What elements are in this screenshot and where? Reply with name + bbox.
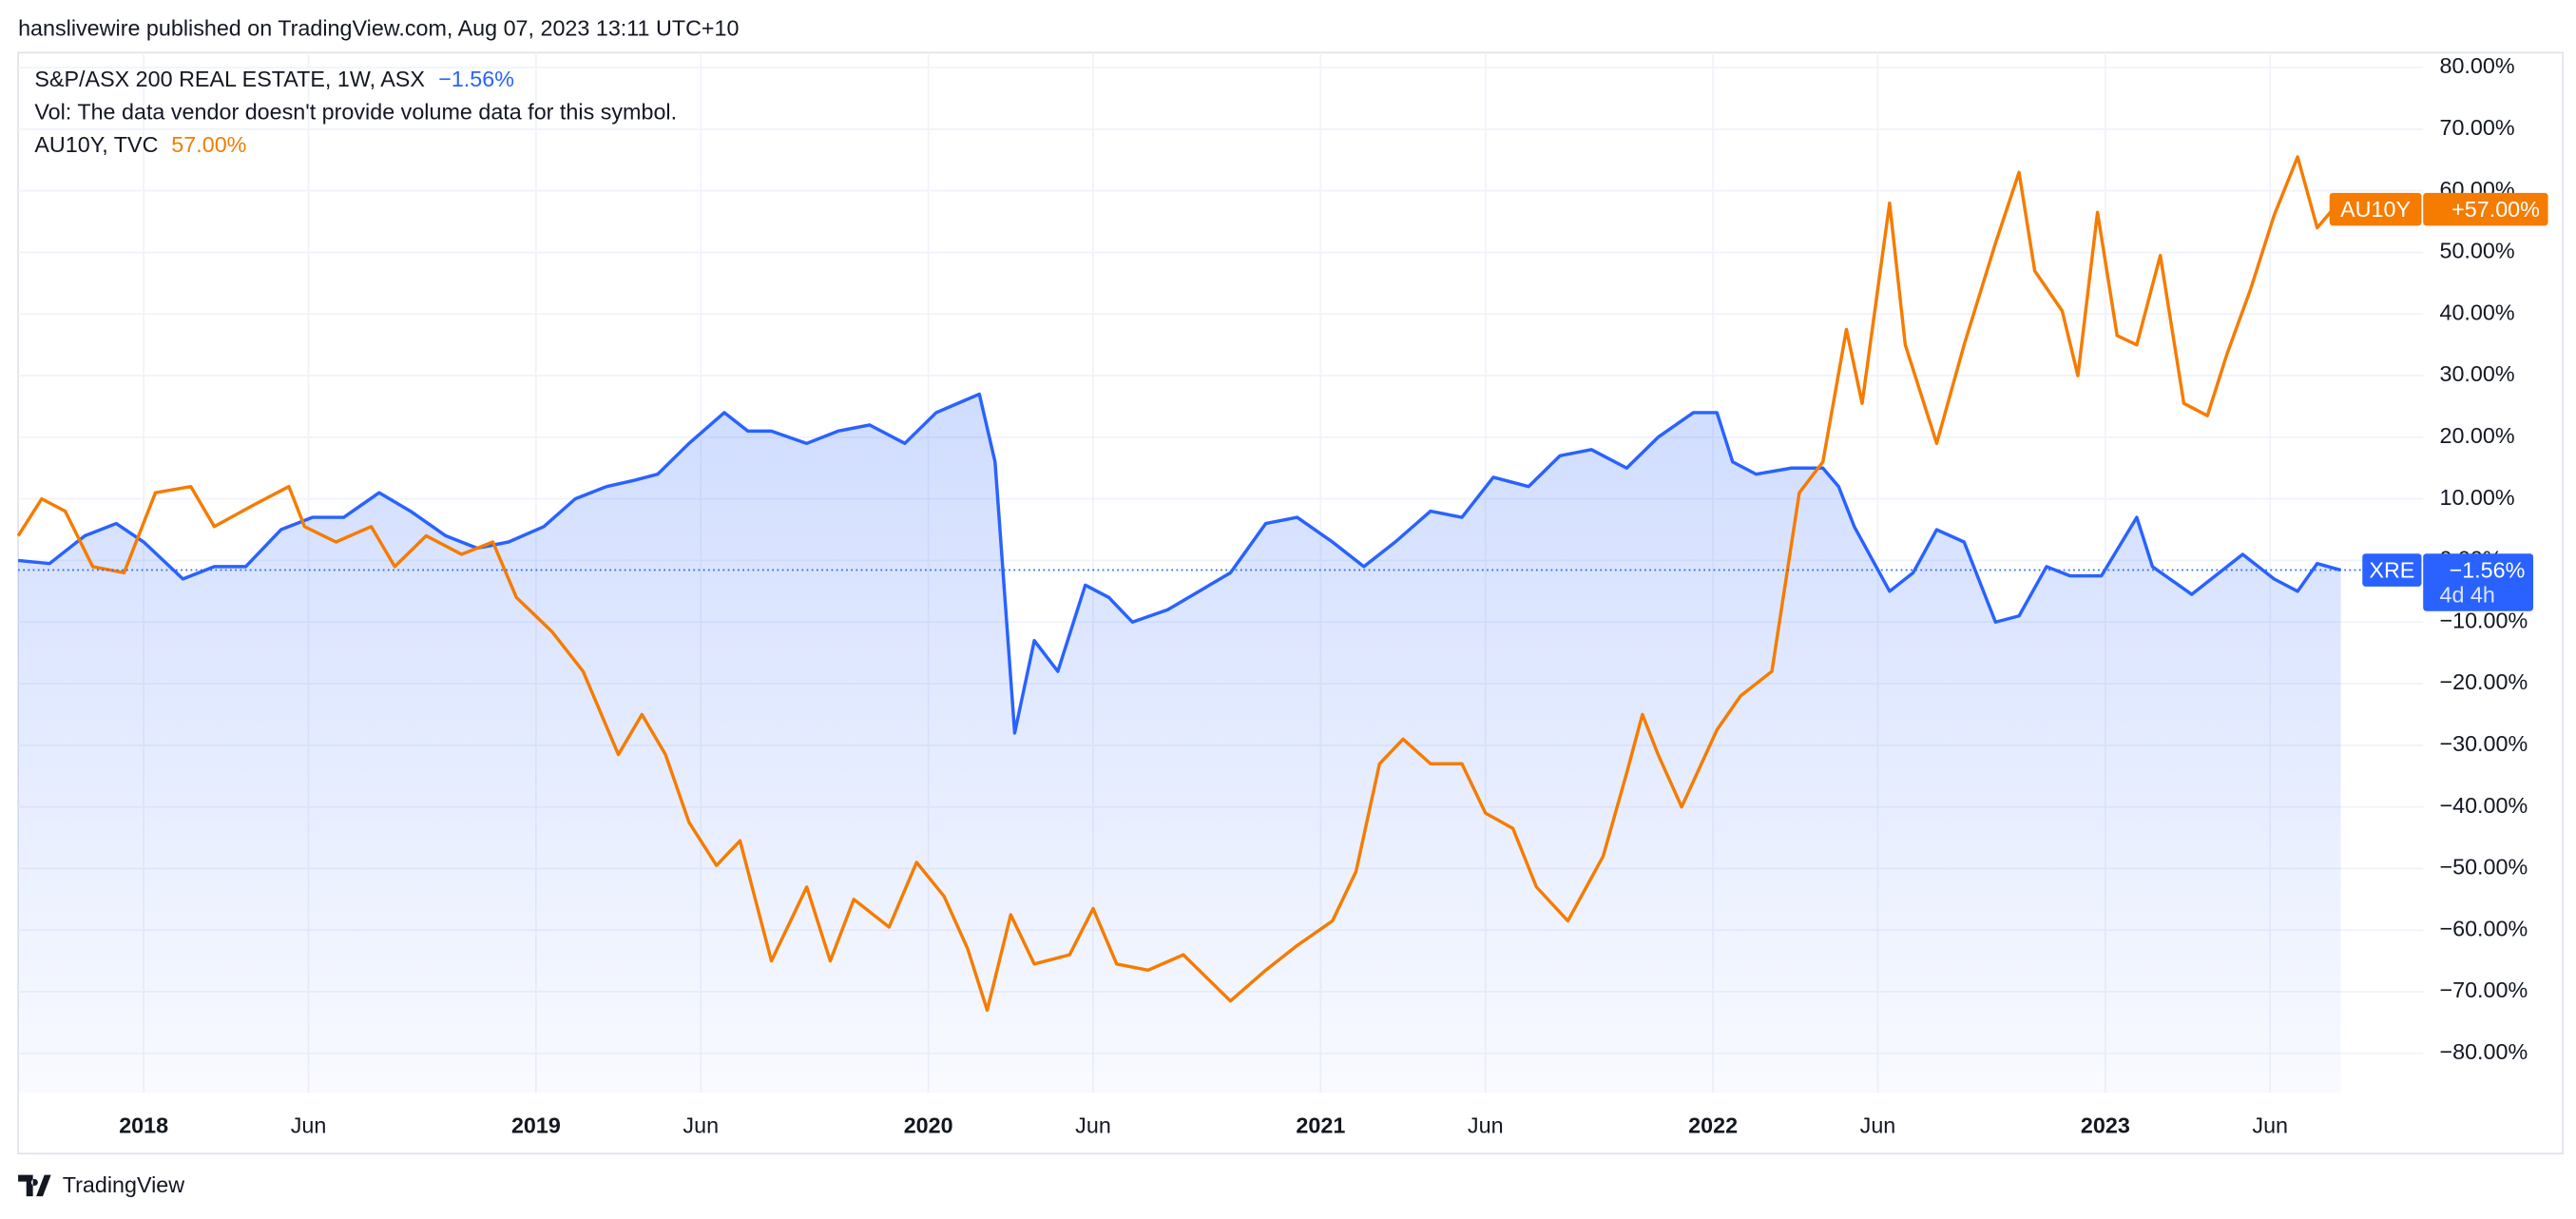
price-label-box: [2423, 192, 2548, 226]
footer-logo: TradingView: [18, 1172, 184, 1197]
x-tick-label: 2019: [511, 1113, 561, 1138]
legend-series-name: AU10Y, TVC: [34, 132, 158, 157]
y-tick-label: −70.00%: [2439, 977, 2528, 1002]
x-tick-label: 2022: [1688, 1113, 1738, 1138]
x-tick-label: Jun: [682, 1113, 719, 1138]
legend-series-value: −1.56%: [438, 67, 514, 91]
y-tick-label: −50.00%: [2439, 855, 2528, 880]
footer-brand: TradingView: [63, 1172, 185, 1197]
legend: S&P/ASX 200 REAL ESTATE, 1W, ASX −1.56% …: [34, 67, 677, 157]
series-area: [18, 394, 2341, 1093]
y-tick-label: −20.00%: [2439, 669, 2528, 694]
x-tick-label: Jun: [2252, 1113, 2288, 1138]
y-tick-label: −10.00%: [2439, 608, 2528, 632]
series-name-label: AU10Y: [2340, 197, 2411, 222]
data-layer: [16, 155, 2424, 1093]
series-name-box: [2362, 553, 2422, 587]
y-tick-label: 10.00%: [2439, 485, 2514, 510]
y-tick-label: −30.00%: [2439, 731, 2528, 756]
y-tick-label: 20.00%: [2439, 423, 2514, 448]
bar-countdown: 4d 4h: [2439, 582, 2494, 607]
y-tick-label: 30.00%: [2439, 361, 2514, 386]
y-tick-label: 40.00%: [2439, 300, 2514, 324]
legend-series-value: 57.00%: [171, 132, 246, 157]
y-tick-label: 50.00%: [2439, 239, 2514, 263]
y-tick-label: −40.00%: [2439, 793, 2528, 818]
series-line: [17, 392, 2341, 735]
x-tick-label: 2020: [904, 1113, 953, 1138]
publish-header: hanslivewire published on TradingView.co…: [18, 15, 739, 40]
logo-icon: [18, 1174, 51, 1197]
x-tick-label: 2023: [2081, 1113, 2130, 1138]
price-label: +57.00%: [2451, 197, 2540, 222]
legend-series-name: S&P/ASX 200 REAL ESTATE, 1W, ASX: [34, 67, 425, 91]
series-name-box: [2329, 192, 2422, 226]
x-tick-label: 2021: [1296, 1113, 1345, 1138]
y-tick-label: 70.00%: [2439, 115, 2514, 140]
y-tick-label: −60.00%: [2439, 916, 2528, 940]
x-tick-label: Jun: [1075, 1113, 1111, 1138]
label-layer: XRE −1.56%4d 4h AU10Y +57.00%: [2329, 192, 2548, 611]
y-tick-label: −80.00%: [2439, 1039, 2528, 1064]
volume-note: Vol: The data vendor doesn't provide vol…: [34, 99, 677, 124]
x-tick-label: 2018: [119, 1113, 168, 1138]
x-tick-label: Jun: [1468, 1113, 1504, 1138]
series-name-label: XRE: [2369, 557, 2414, 582]
y-tick-label: 80.00%: [2439, 53, 2514, 78]
x-tick-label: Jun: [1860, 1113, 1896, 1138]
series-line: [16, 155, 2335, 1013]
x-tick-label: Jun: [291, 1113, 327, 1138]
price-label: −1.56%: [2450, 557, 2526, 582]
price-label-box: [2423, 553, 2533, 611]
